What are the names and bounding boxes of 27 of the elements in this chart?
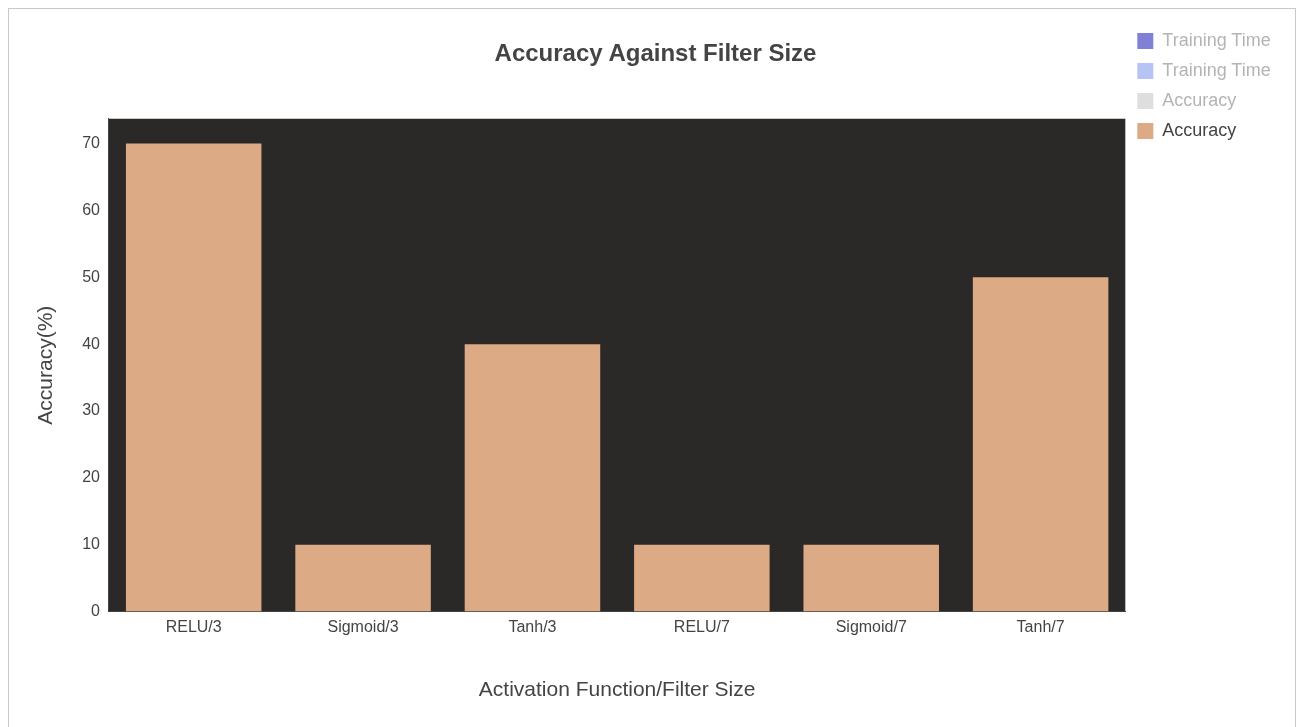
y-tick-label: 50 <box>82 267 101 285</box>
y-tick-label: 20 <box>82 468 101 486</box>
y-tick-label: 60 <box>82 200 101 218</box>
y-tick-label: 40 <box>82 334 101 352</box>
bar <box>295 544 431 612</box>
y-tick-label: 0 <box>91 602 101 620</box>
y-axis-title: Accuracy(%) <box>33 305 57 425</box>
x-tick-label: Tanh/3 <box>508 617 557 635</box>
legend-label: Accuracy <box>1162 119 1237 140</box>
bar <box>464 344 601 612</box>
legend-label: Accuracy <box>1162 89 1237 110</box>
bar <box>972 277 1109 612</box>
y-tick-label: 10 <box>82 535 101 553</box>
x-tick-label: Tanh/7 <box>1016 617 1065 635</box>
legend-label: Training Time <box>1162 59 1271 80</box>
x-axis-title: Activation Function/Filter Size <box>478 677 756 701</box>
y-tick-label: 30 <box>82 401 101 419</box>
bar <box>634 544 770 612</box>
chart-title: Accuracy Against Filter Size <box>494 39 817 67</box>
x-tick-label: Sigmoid/3 <box>327 617 399 635</box>
bar <box>803 544 939 612</box>
x-tick-label: RELU/3 <box>165 617 222 635</box>
x-tick-label: RELU/7 <box>673 617 730 635</box>
bar <box>125 143 262 612</box>
legend-label: Training Time <box>1162 29 1271 50</box>
y-tick-label: 70 <box>82 133 101 151</box>
x-tick-label: Sigmoid/7 <box>835 617 907 635</box>
